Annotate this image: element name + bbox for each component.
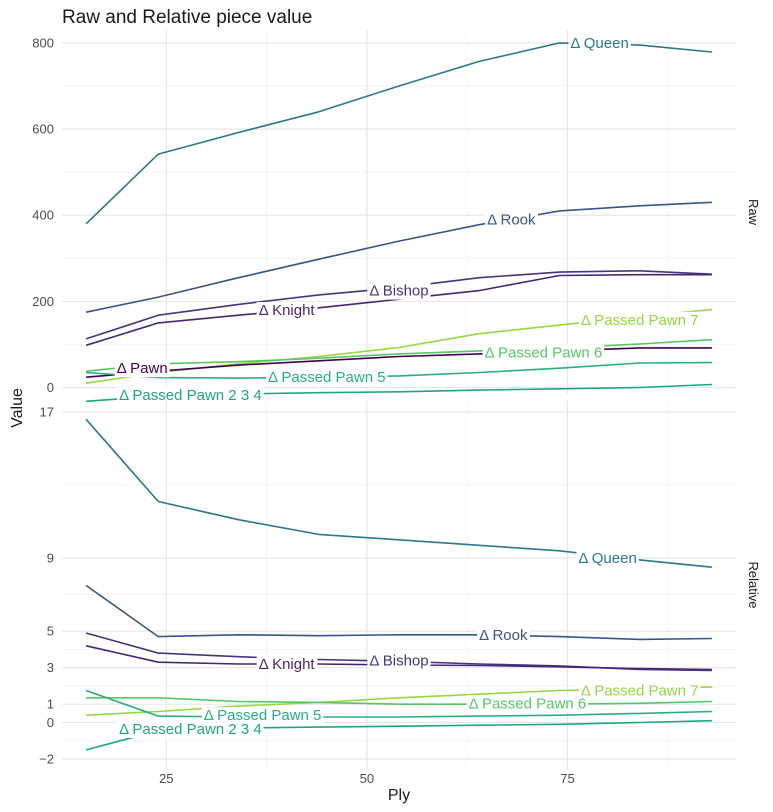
y-tick-label: −2 [39,752,54,767]
series-label-passed-pawn-6: Δ Passed Pawn 6 [466,695,589,713]
x-axis-title: Ply [388,787,410,804]
series-label-bg [578,682,701,700]
series-label-text: Δ Passed Pawn 2 3 4 [119,387,262,404]
series-label-text: Δ Passed Pawn 2 3 4 [119,721,262,738]
series-label-passed-pawn-5: Δ Passed Pawn 5 [265,369,388,387]
series-label-text: Δ Passed Pawn 6 [485,345,603,362]
panel-relative: −2 0 1 3 5 9 17 Relative Δ Queen Δ Rook Δ Bishop Δ … [39,401,761,770]
series-label-bg [367,652,431,670]
series-line-passed-pawn-6 [86,338,712,372]
series-label-bg [466,695,589,713]
series-label-bg [117,720,264,738]
series-line-queen [85,418,712,568]
series-label-text: Δ Queen [578,550,636,567]
series-label-passed-pawn-7: Δ Passed Pawn 7 [578,311,701,329]
series-label-rook: Δ Rook [477,626,530,644]
y-tick-label: 3 [47,660,54,675]
series-label-bg [256,656,318,674]
panel-raw: 0 200 400 600 800 Raw Δ Queen Δ Rook Δ Bishop Δ K… [32,30,761,404]
y-tick-label: 400 [32,208,54,223]
series-line-rook [85,584,712,641]
series-label-text: Δ Pawn [117,360,168,377]
series-label-bg [482,344,605,362]
y-tick-label: 200 [32,294,54,309]
y-tick-label: 1 [47,697,54,712]
series-label-bg [265,369,388,387]
y-tick-label: 0 [47,380,54,395]
series-label-bg [201,707,324,725]
y-axis-title: Value [9,388,26,428]
chart-title: Raw and Relative piece value [62,7,312,28]
series-label-passed-pawn-6: Δ Passed Pawn 6 [482,344,605,362]
series-line-pawn [86,347,712,378]
series-label-text: Δ Rook [487,212,536,229]
series-label-passed-pawn-7: Δ Passed Pawn 7 [578,682,701,700]
series-line-rook [85,201,712,313]
series-label-bg [477,626,530,644]
y-tick-label: 17 [40,404,54,419]
series-label-text: Δ Bishop [369,283,428,300]
series-label-text: Δ Passed Pawn 7 [581,312,699,329]
series-label-bg [578,311,701,329]
series-label-bishop: Δ Bishop [367,652,431,670]
series-label-passed-pawn-2-3-4: Δ Passed Pawn 2 3 4 [117,386,264,404]
series-label-bg [485,211,539,229]
y-tick-label: 0 [47,715,54,730]
series-label-text: Δ Knight [259,302,316,319]
panel-strip-label: Relative [746,562,761,609]
y-tick-label: 800 [32,35,54,50]
series-label-bg [367,282,431,300]
panel-strip-label: Raw [746,199,761,226]
series-label-text: Δ Rook [479,627,528,644]
series-label-text: Δ Passed Pawn 6 [469,695,587,712]
series-line-queen [85,42,712,225]
series-label-text: Δ Passed Pawn 5 [204,707,322,724]
series-label-text: Δ Knight [259,656,316,673]
x-tick-label: 50 [360,771,374,786]
x-tick-label: 75 [560,771,574,786]
series-label-bg [568,34,631,52]
x-tick-label: 25 [159,771,173,786]
series-label-pawn: Δ Pawn [114,360,170,378]
series-label-bg [256,302,318,319]
series-line-passed-pawn-5 [85,689,712,718]
series-label-queen: Δ Queen [576,550,639,568]
series-line-passed-pawn-5 [86,361,712,379]
y-tick-label: 600 [32,122,54,137]
series-line-passed-pawn-6 [86,696,712,706]
series-label-text: Δ Passed Pawn 5 [268,369,386,386]
series-label-bishop: Δ Bishop [367,282,431,300]
series-label-passed-pawn-2-3-4: Δ Passed Pawn 2 3 4 [117,720,264,738]
series-label-bg [117,386,264,404]
series-label-bg [576,550,639,568]
series-label-rook: Δ Rook [485,211,539,229]
series-label-bg [114,360,170,378]
chart-panels: 0 200 400 600 800 Raw Δ Queen Δ Rook Δ Bishop Δ K… [32,30,761,786]
series-label-knight: Δ Knight [256,302,318,319]
y-tick-label: 9 [47,551,54,566]
series-label-text: Δ Passed Pawn 7 [581,683,699,700]
y-tick-label: 5 [47,624,54,639]
series-label-text: Δ Queen [570,35,628,52]
series-label-queen: Δ Queen [568,34,631,52]
series-label-knight: Δ Knight [256,656,318,674]
series-label-passed-pawn-5: Δ Passed Pawn 5 [201,707,324,725]
series-label-text: Δ Bishop [369,652,428,669]
